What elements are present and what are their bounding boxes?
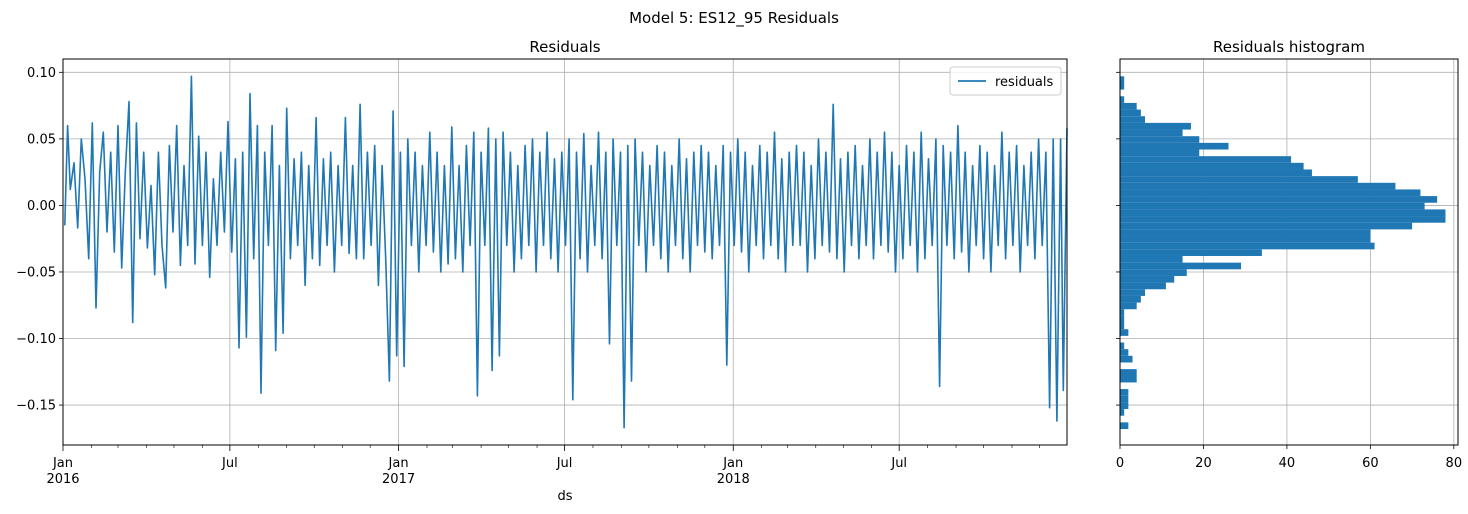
histogram-bar xyxy=(1120,422,1129,430)
histogram-bar xyxy=(1120,76,1125,83)
histogram-x-tick-label: 40 xyxy=(1279,456,1296,471)
histogram-x-tick-label: 20 xyxy=(1195,456,1212,471)
histogram-bar xyxy=(1120,275,1175,283)
histogram-bar xyxy=(1120,216,1446,223)
histogram-x-tick-label: 80 xyxy=(1446,456,1463,471)
histogram-bar xyxy=(1120,129,1183,137)
histogram-bar xyxy=(1120,82,1125,90)
histogram-bar xyxy=(1120,109,1141,117)
line-chart-frame xyxy=(62,58,1068,446)
x-tick-year-label: 2017 xyxy=(382,472,415,487)
histogram-bar xyxy=(1120,169,1312,177)
histogram-bar xyxy=(1120,96,1125,103)
histogram-bar xyxy=(1120,282,1166,290)
histogram-bar xyxy=(1120,196,1438,203)
legend: residuals xyxy=(949,66,1062,96)
x-tick-label: Jan xyxy=(722,456,743,471)
histogram-bar xyxy=(1120,122,1191,130)
x-tick-year-label: 2016 xyxy=(46,472,79,487)
histogram-bar xyxy=(1120,342,1125,350)
histogram-bar xyxy=(1120,176,1358,183)
legend-label: residuals xyxy=(995,75,1054,90)
y-tick-label: 0.10 xyxy=(27,66,56,81)
histogram-bar xyxy=(1120,102,1137,110)
histogram-bar xyxy=(1120,162,1304,170)
histogram-bar xyxy=(1120,329,1129,336)
residuals-series xyxy=(64,75,1068,429)
legend-box xyxy=(949,66,1062,96)
x-tick-label: Jul xyxy=(556,456,573,471)
histogram-bar xyxy=(1120,369,1137,383)
histogram-bar xyxy=(1120,242,1375,250)
histogram-bar xyxy=(1120,309,1125,316)
y-tick-label: −0.10 xyxy=(16,332,56,347)
histogram-bar xyxy=(1120,136,1200,143)
histogram-bar xyxy=(1120,389,1129,396)
y-tick-label: 0.05 xyxy=(27,132,56,147)
histogram-bar xyxy=(1120,349,1129,356)
histogram-x-ticks: 0 20 40 60 80 xyxy=(1116,445,1462,471)
residuals-line xyxy=(64,75,1068,429)
line-chart-minor-ticks xyxy=(91,445,1040,448)
histogram-bar xyxy=(1120,295,1141,303)
histogram-bar xyxy=(1120,269,1187,276)
x-tick-label: Jul xyxy=(221,456,238,471)
histogram-bar xyxy=(1120,229,1371,237)
histogram-bar xyxy=(1120,149,1200,157)
histogram-bar xyxy=(1120,409,1125,416)
residuals-line-chart: Residuals 0.10 0.05 0.00 −0.05 −0.10 −0.15 Ja… xyxy=(16,38,1068,504)
x-tick-label: Jan xyxy=(52,456,73,471)
histogram-bar xyxy=(1120,302,1137,310)
histogram-bar xyxy=(1120,236,1371,243)
histogram-bar xyxy=(1120,202,1425,210)
histogram-bar xyxy=(1120,255,1183,263)
y-tick-label: −0.05 xyxy=(16,265,56,280)
histogram-bar xyxy=(1120,182,1396,190)
y-tick-label: −0.15 xyxy=(16,399,56,414)
histogram-x-tick-label: 0 xyxy=(1116,456,1124,471)
x-tick-year-label: 2018 xyxy=(717,472,750,487)
histogram-bar xyxy=(1120,289,1146,296)
histogram-bar xyxy=(1120,262,1242,270)
histogram-bar xyxy=(1120,116,1146,123)
histogram-bar xyxy=(1120,249,1262,256)
y-tick-label: 0.00 xyxy=(27,199,56,214)
residuals-histogram: Residuals histogram 0 20 40 60 80 xyxy=(1116,38,1462,471)
x-tick-label: Jan xyxy=(388,456,409,471)
histogram-bar xyxy=(1120,189,1421,197)
histogram-bar xyxy=(1120,395,1129,403)
histogram-bar xyxy=(1120,315,1125,323)
figure-title: Model 5: ES12_95 Residuals xyxy=(629,9,839,28)
histogram-bar xyxy=(1120,402,1129,410)
line-chart-y-ticks: 0.10 0.05 0.00 −0.05 −0.10 −0.15 xyxy=(16,66,63,414)
histogram-bar xyxy=(1120,142,1229,150)
histogram-bar xyxy=(1120,322,1125,330)
histogram-bar xyxy=(1120,156,1292,163)
line-chart-title: Residuals xyxy=(529,38,600,56)
x-axis-label: ds xyxy=(557,489,572,504)
histogram-bar xyxy=(1120,209,1446,217)
histogram-title: Residuals histogram xyxy=(1213,38,1365,56)
histogram-bar xyxy=(1120,355,1133,363)
histogram-x-tick-label: 60 xyxy=(1362,456,1379,471)
histogram-bars xyxy=(1120,76,1446,430)
x-tick-label: Jul xyxy=(890,456,907,471)
histogram-y-ticks xyxy=(1116,71,1120,406)
histogram-bar xyxy=(1120,222,1413,230)
histogram-frame xyxy=(1119,58,1459,446)
